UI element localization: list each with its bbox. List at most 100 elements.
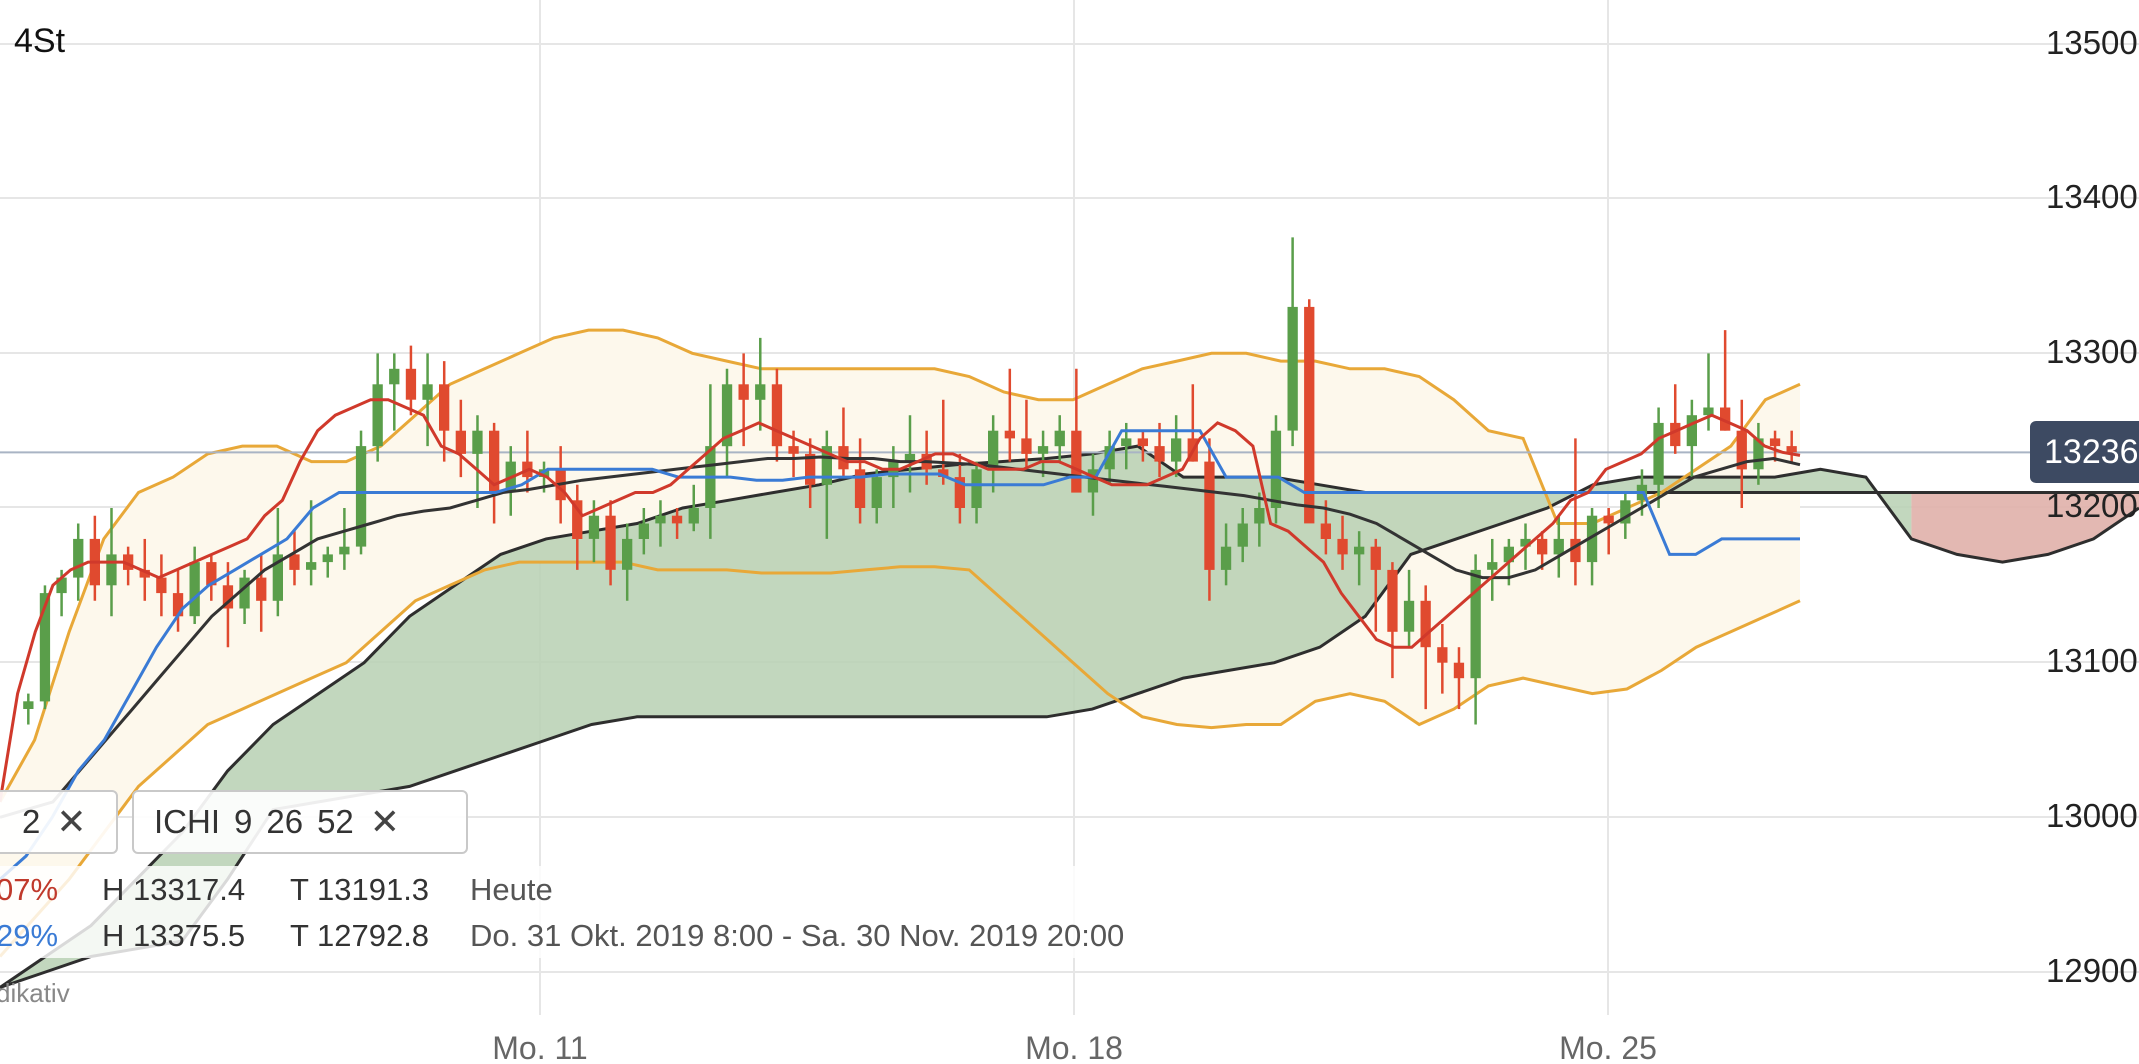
- candle-down: [1387, 569, 1398, 632]
- candle-up: [1403, 600, 1415, 632]
- candle-down: [1337, 538, 1348, 555]
- candle-down: [788, 446, 799, 454]
- y-tick-label: 13000: [2046, 797, 2138, 834]
- candle-up: [422, 384, 433, 400]
- candle-down: [854, 469, 866, 508]
- ichimoku-cloud-bear: [1911, 492, 2139, 563]
- ichi-param-3: 52: [317, 803, 354, 840]
- candle-down: [1570, 538, 1581, 563]
- candle-up: [1503, 546, 1514, 563]
- candle-down: [1720, 407, 1731, 431]
- candle-up: [389, 368, 400, 385]
- y-tick-label: 12900: [2046, 952, 2138, 989]
- candle-down: [1021, 438, 1032, 454]
- bollinger-lower-line: [0, 560, 1801, 958]
- candle-up: [622, 538, 633, 570]
- info-row-today-pct: 07%: [0, 872, 59, 907]
- kijun-line: [0, 429, 1800, 881]
- candle-up: [755, 384, 766, 400]
- candle-up: [1087, 469, 1099, 493]
- candle-up: [1703, 407, 1714, 416]
- candle-down: [738, 384, 749, 400]
- candle-down: [572, 500, 583, 539]
- candle-up: [904, 453, 916, 462]
- candle-down: [455, 430, 466, 454]
- candle-down: [1004, 430, 1015, 439]
- close-icon[interactable]: ✕: [56, 801, 87, 842]
- candle-down: [172, 593, 184, 617]
- close-icon[interactable]: ✕: [369, 801, 400, 842]
- candle-down: [805, 453, 816, 485]
- candle-up: [1121, 438, 1132, 447]
- indicator-chip-1[interactable]: 2 ✕: [0, 790, 118, 854]
- candle-up: [638, 523, 649, 539]
- candle-down: [1420, 600, 1431, 648]
- candle-up: [1487, 562, 1498, 570]
- candle-up: [23, 701, 34, 709]
- candle-up: [339, 546, 350, 555]
- candle-down: [1769, 438, 1781, 447]
- candle-up: [1653, 422, 1664, 485]
- candle-down: [1670, 422, 1681, 447]
- y-tick-label: 13200: [2046, 487, 2138, 524]
- y-tick-label: 13100: [2046, 642, 2138, 679]
- candle-down: [1603, 515, 1614, 524]
- candle-down: [1304, 306, 1315, 524]
- candle-up: [106, 554, 117, 586]
- x-tick-label: Mo. 18: [1025, 1030, 1123, 1064]
- candle-up: [1237, 523, 1248, 547]
- y-tick-label: 13300: [2046, 333, 2138, 370]
- candle-down: [1320, 523, 1331, 539]
- candle-down: [1453, 662, 1465, 679]
- candle-up: [39, 593, 51, 702]
- indicator-chip-ichi[interactable]: ICHI 9 26 52 ✕: [132, 790, 468, 854]
- candle-down: [222, 585, 234, 609]
- candle-down: [1154, 446, 1165, 462]
- candle-down: [439, 384, 450, 431]
- candle-up: [1171, 438, 1182, 462]
- candle-up: [73, 538, 84, 578]
- x-tick-label: Mo. 11: [492, 1030, 588, 1064]
- candle-up: [721, 384, 733, 447]
- candle-up: [472, 430, 483, 454]
- candle-down: [671, 515, 683, 524]
- info-row-range-pct: 29%: [0, 918, 59, 953]
- candle-up: [1753, 438, 1764, 470]
- candle-down: [605, 515, 616, 570]
- candle-up: [1520, 538, 1531, 547]
- candle-up: [1220, 546, 1232, 570]
- candle-down: [771, 384, 783, 447]
- timeframe-label[interactable]: 4St: [14, 22, 66, 60]
- candle-up: [1254, 508, 1265, 524]
- candle-up: [1686, 415, 1697, 447]
- info-row-range-period: Do. 31 Okt. 2019 8:00 - Sa. 30 Nov. 2019…: [470, 918, 1125, 953]
- candle-up: [1553, 538, 1564, 555]
- info-row-today-low: T 13191.3: [290, 872, 430, 907]
- candle-up: [1054, 430, 1065, 447]
- indicator-chip-1-label: 2: [22, 803, 41, 840]
- candle-down: [405, 368, 417, 400]
- ichimoku-cloud-bull: [0, 446, 1912, 988]
- candle-up: [272, 554, 283, 601]
- candle-up: [1037, 446, 1049, 454]
- candle-down: [1204, 461, 1215, 570]
- candle-up: [322, 554, 333, 563]
- candle-up: [1287, 306, 1298, 431]
- candle-down: [139, 569, 150, 578]
- candle-down: [1537, 538, 1548, 555]
- candle-up: [189, 562, 200, 617]
- candle-down: [1786, 446, 1797, 453]
- tenkan-line: [0, 398, 1801, 803]
- candle-down: [938, 469, 949, 477]
- info-row-range-high: H 13375.5: [102, 918, 246, 953]
- info-row-range-low: T 12792.8: [290, 918, 430, 953]
- candle-up: [971, 469, 982, 508]
- candle-down: [1370, 546, 1381, 570]
- candle-up: [56, 577, 67, 594]
- candle-up: [988, 430, 999, 470]
- candle-up: [1586, 515, 1598, 563]
- candle-down: [256, 577, 267, 601]
- candle-up: [871, 477, 882, 508]
